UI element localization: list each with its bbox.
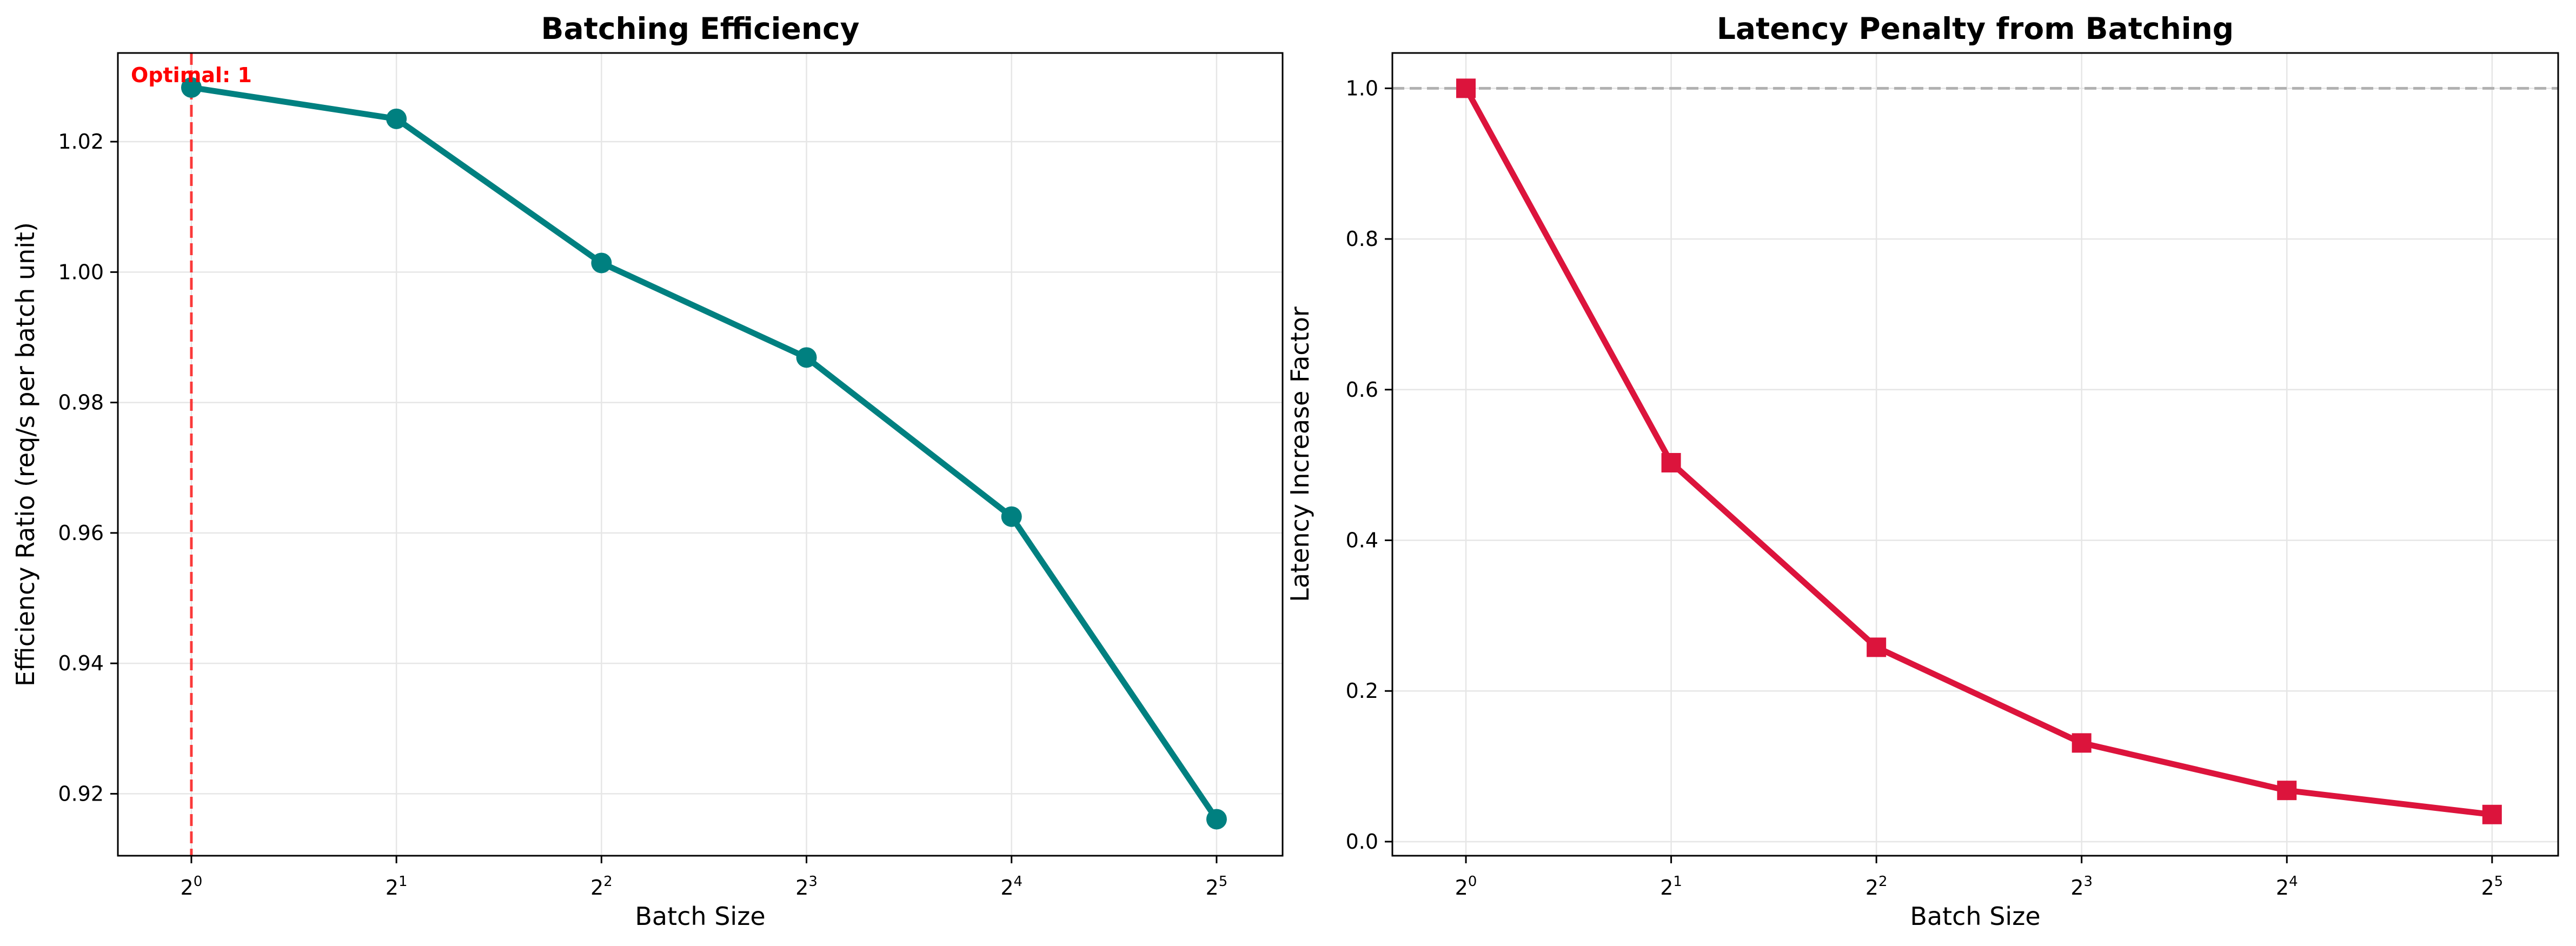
x-tick-base: 2 <box>1865 876 1878 900</box>
x-tick-exponent: 1 <box>399 874 408 890</box>
data-point <box>386 108 407 129</box>
y-tick-label: 0.94 <box>58 651 104 675</box>
y-tick-label: 1.00 <box>58 260 104 284</box>
x-tick-label: 21 <box>1660 874 1682 900</box>
y-axis-label: Efficiency Ratio (req/s per batch unit) <box>11 222 40 687</box>
chart-batching-efficiency: Optimal: 120 21 22 23 24 250.920.940.960.981.… <box>11 11 1284 931</box>
x-tick-label: 20 <box>181 874 203 900</box>
series-line <box>188 84 1220 822</box>
x-tick-exponent: 5 <box>2494 874 2504 890</box>
x-tick-label: 22 <box>590 874 613 900</box>
x-tick-label: 24 <box>2276 874 2298 900</box>
chart-title: Latency Penalty from Batching <box>1717 11 2234 46</box>
x-tick-base: 2 <box>2481 876 2494 900</box>
series-line <box>1463 85 2495 818</box>
x-tick-label: 21 <box>386 874 408 900</box>
x-tick-exponent: 2 <box>1878 874 1888 890</box>
data-point <box>1001 506 1022 527</box>
x-tick-exponent: 2 <box>603 874 613 890</box>
plot-frame <box>1391 52 2559 857</box>
data-point <box>2482 804 2502 824</box>
data-point <box>1867 637 1887 657</box>
x-tick-exponent: 0 <box>194 874 203 890</box>
optimal-annotation: Optimal: 1 <box>131 63 252 87</box>
chart-title: Batching Efficiency <box>541 11 860 46</box>
x-tick-label: 25 <box>1206 874 1228 900</box>
x-tick-exponent: 5 <box>1219 874 1228 890</box>
x-tick-exponent: 3 <box>808 874 818 890</box>
x-axis-label: Batch Size <box>1910 902 2040 931</box>
y-tick-label: 1.02 <box>58 130 104 154</box>
x-tick-label: 20 <box>1455 874 1477 900</box>
x-tick-base: 2 <box>2070 876 2083 900</box>
y-tick-label: 0.98 <box>58 391 104 415</box>
x-tick-base: 2 <box>1000 876 1013 900</box>
x-tick-label: 23 <box>2070 874 2093 900</box>
x-tick-exponent: 0 <box>1468 874 1477 890</box>
x-tick-base: 2 <box>386 876 399 900</box>
x-tick-label: 23 <box>795 874 818 900</box>
data-point <box>181 77 202 98</box>
y-tick-label: 0.4 <box>1346 529 1378 552</box>
y-tick-label: 0.96 <box>58 521 104 545</box>
data-point <box>1661 452 1681 472</box>
y-tick-label: 0.2 <box>1346 679 1378 703</box>
y-tick-label: 0.92 <box>58 782 104 805</box>
y-axis-label: Latency Increase Factor <box>1285 307 1314 602</box>
data-point <box>2277 781 2297 801</box>
x-tick-exponent: 1 <box>1673 874 1682 890</box>
x-tick-label: 25 <box>2481 874 2503 900</box>
data-point <box>1206 809 1227 830</box>
data-point <box>591 252 612 274</box>
x-tick-base: 2 <box>181 876 194 900</box>
x-tick-exponent: 4 <box>2289 874 2298 890</box>
data-point <box>796 347 817 368</box>
plot-frame <box>117 52 1284 857</box>
x-tick-label: 22 <box>1865 874 1888 900</box>
x-tick-base: 2 <box>1206 876 1219 900</box>
x-tick-label: 24 <box>1000 874 1023 900</box>
data-point <box>1456 78 1476 98</box>
x-tick-exponent: 3 <box>2084 874 2093 890</box>
x-tick-base: 2 <box>1455 876 1468 900</box>
x-tick-base: 2 <box>1660 876 1673 900</box>
y-tick-label: 1.0 <box>1346 76 1378 100</box>
x-tick-base: 2 <box>590 876 603 900</box>
x-tick-base: 2 <box>795 876 808 900</box>
x-tick-base: 2 <box>2276 876 2289 900</box>
y-tick-label: 0.0 <box>1346 830 1378 854</box>
x-tick-exponent: 4 <box>1014 874 1023 890</box>
data-point <box>2072 733 2092 753</box>
y-tick-label: 0.6 <box>1346 378 1378 402</box>
x-axis-label: Batch Size <box>635 902 765 931</box>
y-tick-label: 0.8 <box>1346 227 1378 251</box>
